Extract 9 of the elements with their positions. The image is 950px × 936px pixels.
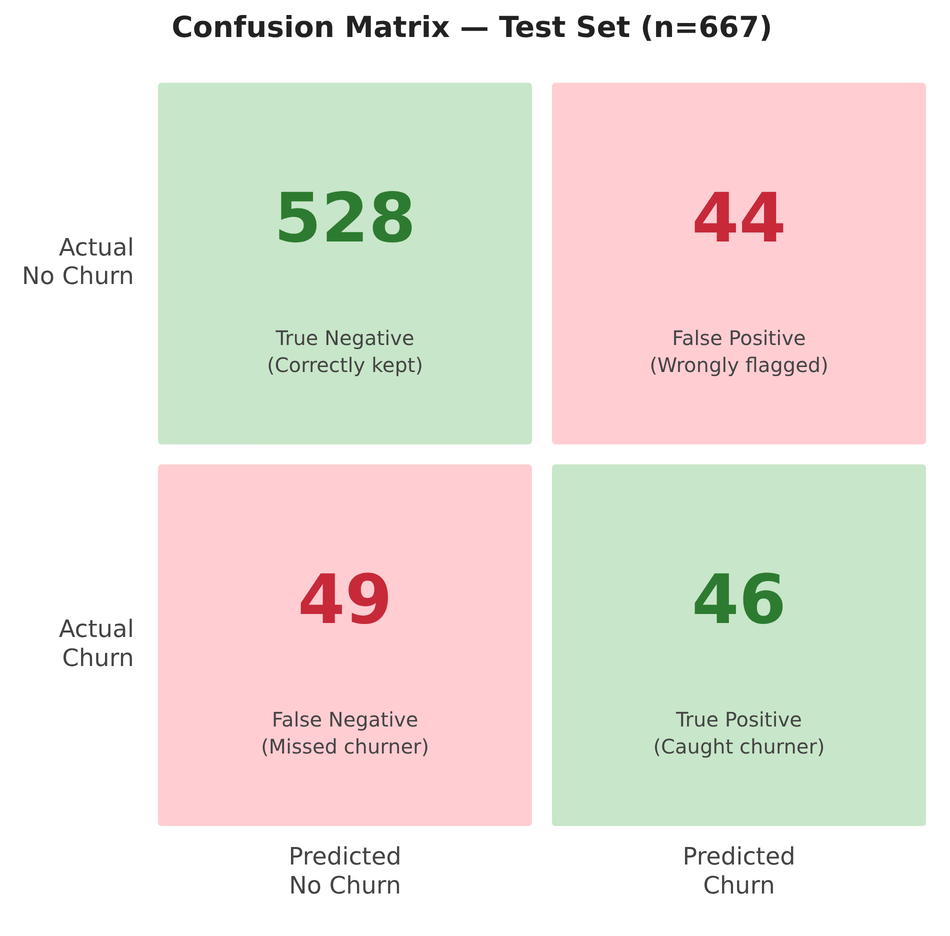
x-tick-label: Predicted No Churn <box>288 842 402 900</box>
y-tick-label: Actual Churn <box>58 615 134 672</box>
chart-title: Confusion Matrix — Test Set (n=667) <box>172 10 772 44</box>
data-label: 49 False Negative (Missed churner) <box>260 560 430 758</box>
data-label: 528 True Negative (Correctly kept) <box>266 179 424 377</box>
data-label: 44 False Positive (Wrongly flagged) <box>650 179 828 377</box>
data-label: 46 True Positive (Caught churner) <box>653 560 825 758</box>
x-tick-label: Predicted Churn <box>682 842 796 900</box>
y-tick-label: Actual No Churn <box>22 233 134 290</box>
